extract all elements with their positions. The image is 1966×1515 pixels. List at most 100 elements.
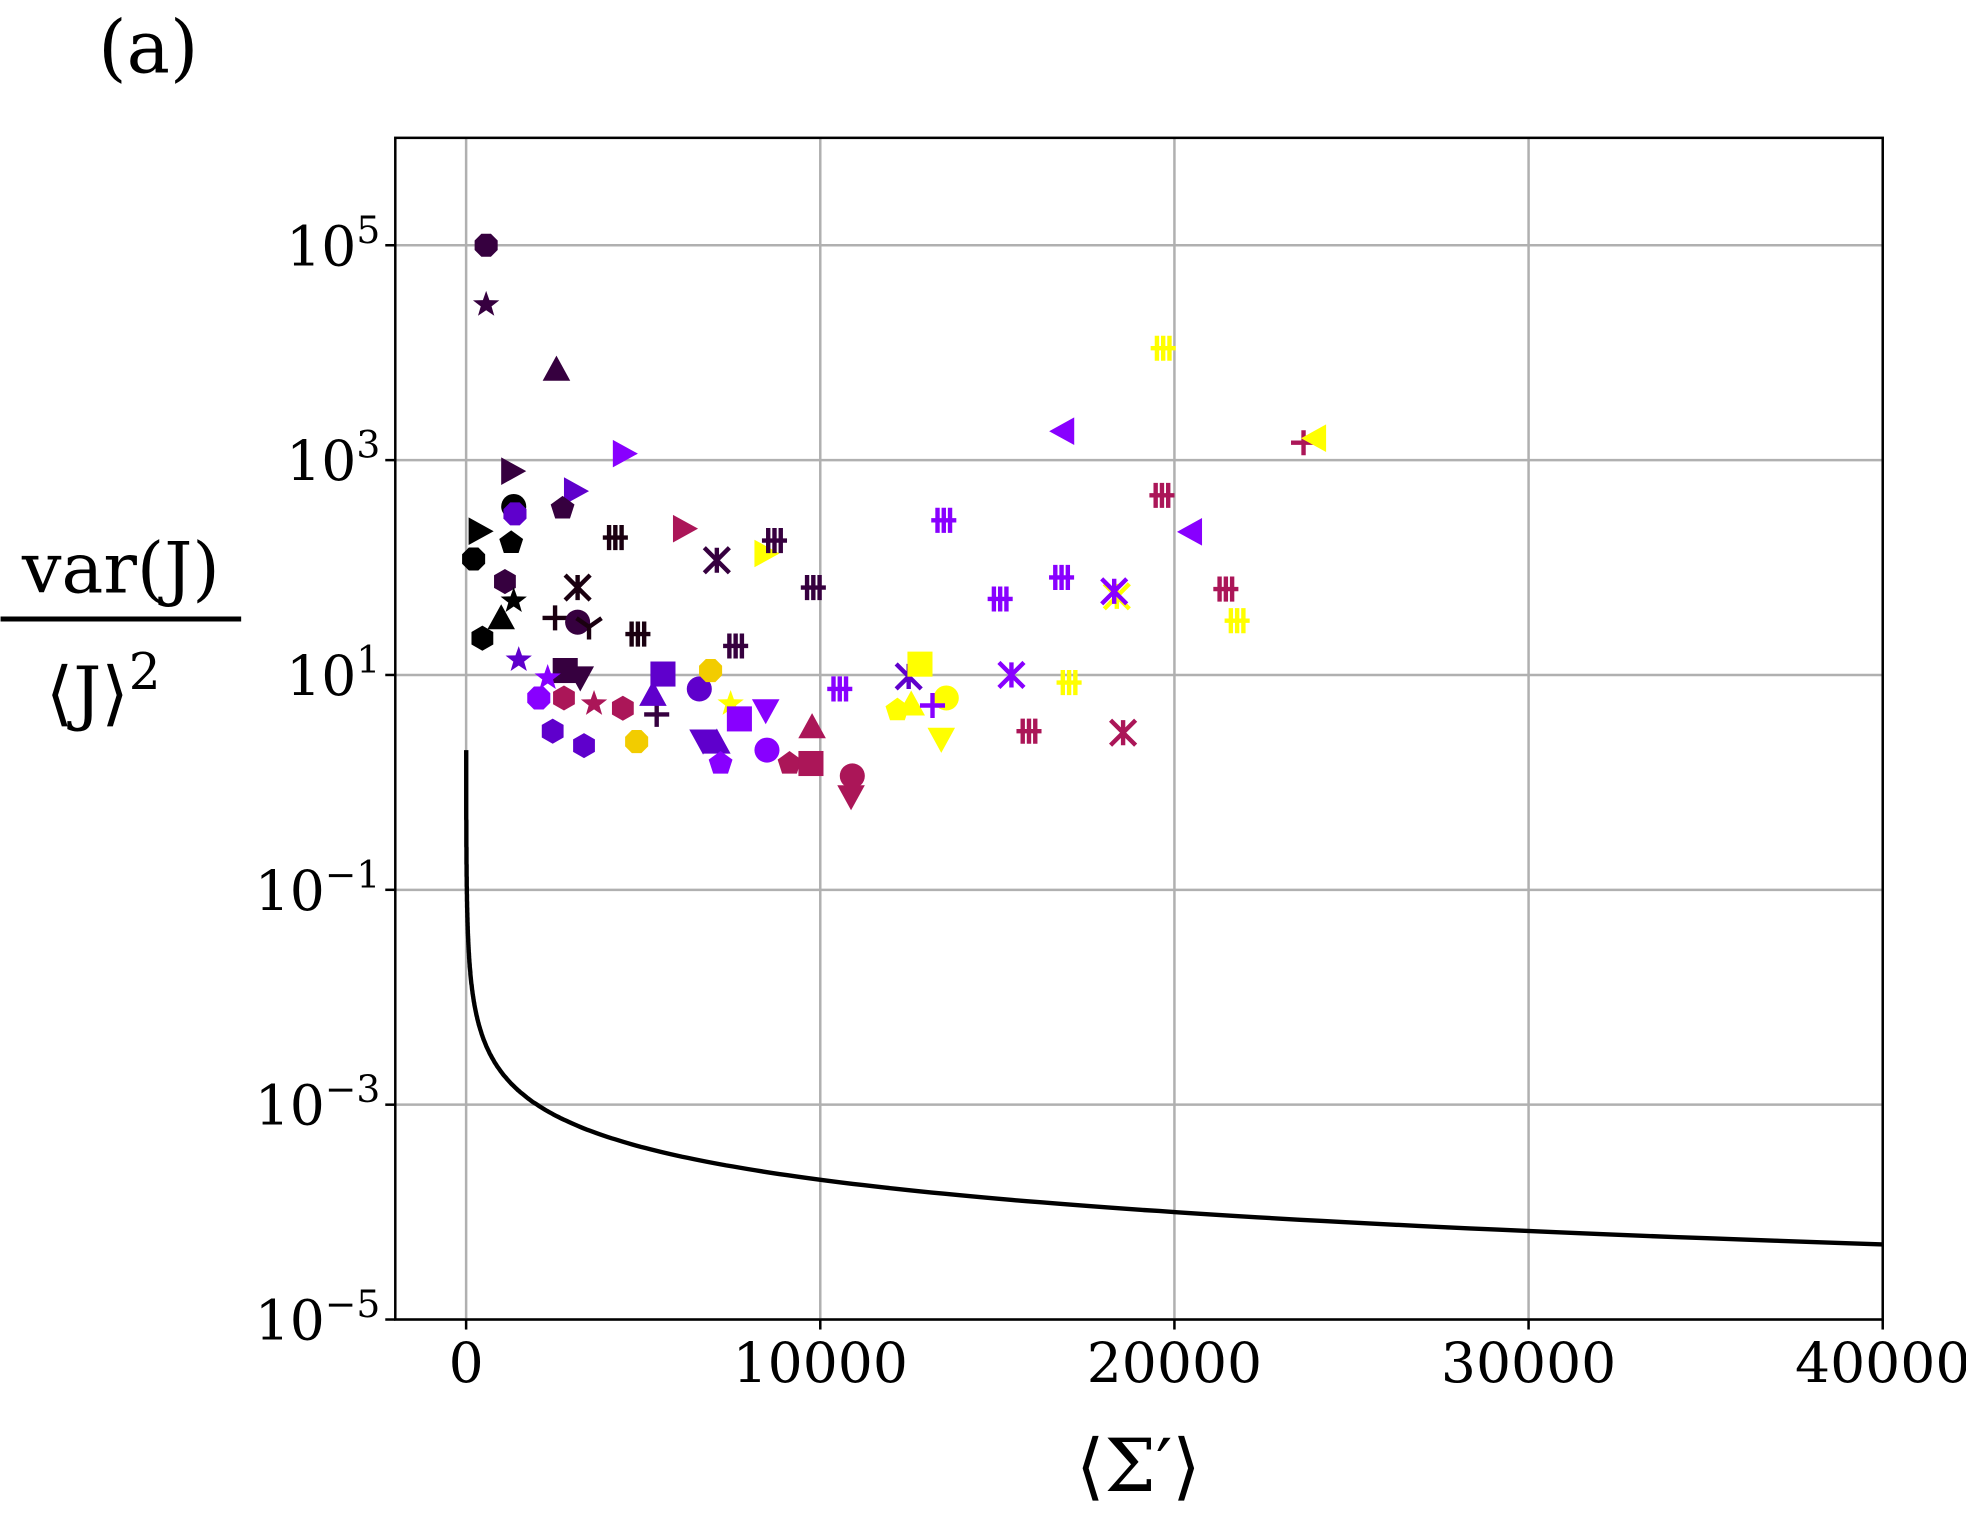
y-tick-label: 103	[286, 423, 380, 495]
data-point-left	[1049, 417, 1075, 445]
data-point-glyph	[1213, 576, 1239, 602]
data-point-glyph	[800, 575, 826, 601]
y-label-numerator: var(J)	[21, 528, 220, 610]
data-point-plus	[644, 701, 670, 727]
marker-star	[580, 689, 608, 715]
data-point-hexagon	[494, 569, 516, 595]
marker-square	[907, 651, 933, 677]
data-point-right	[563, 477, 590, 505]
marker-circle	[686, 676, 712, 702]
marker-triangle-up	[703, 728, 731, 754]
data-point-x	[1109, 718, 1138, 747]
data-point-left	[1176, 518, 1203, 546]
marker-circle	[839, 763, 865, 789]
marker-octagon	[462, 547, 486, 571]
marker-triangle-down	[566, 666, 595, 692]
marker-triangle-up	[897, 690, 925, 716]
x-axis-label: ⟨Σ′⟩	[1076, 1425, 1201, 1509]
data-point-triangle	[487, 604, 515, 630]
marker-octagon	[625, 730, 649, 754]
data-point-star	[580, 689, 608, 715]
marker-x	[702, 546, 731, 575]
data-point-octagon	[625, 730, 649, 754]
data-point-octagon	[474, 233, 498, 257]
marker-plus	[542, 605, 568, 631]
marker-glyph	[625, 621, 651, 647]
data-point-right	[672, 514, 699, 543]
x-tick-label: 30000	[1441, 1332, 1616, 1396]
marker-pentagon	[777, 750, 802, 774]
plot-frame	[394, 136, 1884, 1321]
data-point-x	[702, 546, 731, 575]
data-point-down	[751, 699, 780, 725]
x-axis-ticks: 0 10000 20000 30000 40000	[449, 1319, 1966, 1396]
data-point-triangle	[703, 728, 731, 754]
marker-triangle-up	[487, 604, 515, 630]
marker-glyph	[761, 528, 788, 554]
data-points	[462, 233, 1327, 811]
data-point-down	[566, 666, 595, 692]
marker-glyph	[1213, 576, 1239, 602]
data-point-down	[927, 727, 956, 753]
data-point-star	[500, 587, 527, 613]
marker-glyph	[1056, 670, 1082, 696]
marker-triangle-up	[798, 713, 826, 739]
data-point-glyph	[761, 528, 788, 554]
marker-plus	[919, 692, 946, 719]
marker-x	[1109, 718, 1138, 747]
data-point-x	[1100, 577, 1129, 606]
marker-octagon	[503, 502, 527, 526]
data-point-glyph	[1224, 608, 1250, 634]
data-point-hexagon	[541, 718, 564, 744]
marker-octagon	[474, 233, 498, 257]
marker-hexagon	[553, 685, 575, 711]
marker-square	[650, 661, 676, 687]
data-point-square	[798, 750, 824, 777]
y-tick-label: 10−5	[255, 1282, 381, 1354]
data-point-circle	[839, 763, 865, 789]
marker-glyph	[987, 586, 1013, 612]
data-point-octagon	[699, 659, 723, 683]
marker-square	[726, 706, 752, 732]
marker-triangle-right	[754, 539, 780, 568]
marker-glyph	[800, 575, 826, 601]
data-point-hexagon	[553, 685, 575, 711]
marker-x	[1100, 577, 1129, 606]
marker-tri	[575, 616, 603, 640]
marker-triangle-down	[689, 729, 717, 755]
marker-pentagon	[708, 750, 733, 774]
reference-line	[464, 750, 1883, 1247]
marker-x	[997, 660, 1026, 690]
data-point-down	[689, 729, 717, 755]
marker-hexagon	[611, 695, 634, 721]
panel-label: (a)	[98, 7, 198, 91]
marker-triangle-down	[837, 785, 865, 811]
data-point-pentagon	[499, 530, 524, 553]
marker-star	[717, 689, 744, 715]
data-point-right	[468, 517, 494, 545]
data-point-glyph	[602, 525, 628, 551]
data-point-tri	[575, 616, 603, 640]
data-point-glyph	[1149, 482, 1175, 508]
data-point-pentagon	[708, 750, 733, 774]
y-tick-label: 10−1	[255, 852, 381, 924]
marker-square	[798, 750, 824, 777]
marker-star	[534, 664, 561, 689]
data-point-octagon	[527, 686, 551, 710]
marker-hexagon	[471, 625, 494, 651]
marker-glyph	[1149, 482, 1175, 508]
data-point-glyph	[723, 633, 749, 659]
data-point-right	[501, 457, 527, 485]
marker-glyph	[1049, 564, 1075, 590]
data-point-octagon	[462, 547, 486, 571]
data-point-pentagon	[777, 750, 802, 774]
data-point-glyph	[1056, 670, 1082, 696]
marker-hexagon	[573, 733, 595, 759]
marker-glyph	[602, 525, 628, 551]
x-tick-label: 40000	[1795, 1332, 1966, 1396]
data-point-triangle	[798, 713, 826, 739]
marker-triangle-left	[1049, 417, 1075, 445]
data-point-glyph	[1016, 718, 1042, 744]
marker-triangle-left	[1301, 424, 1327, 452]
